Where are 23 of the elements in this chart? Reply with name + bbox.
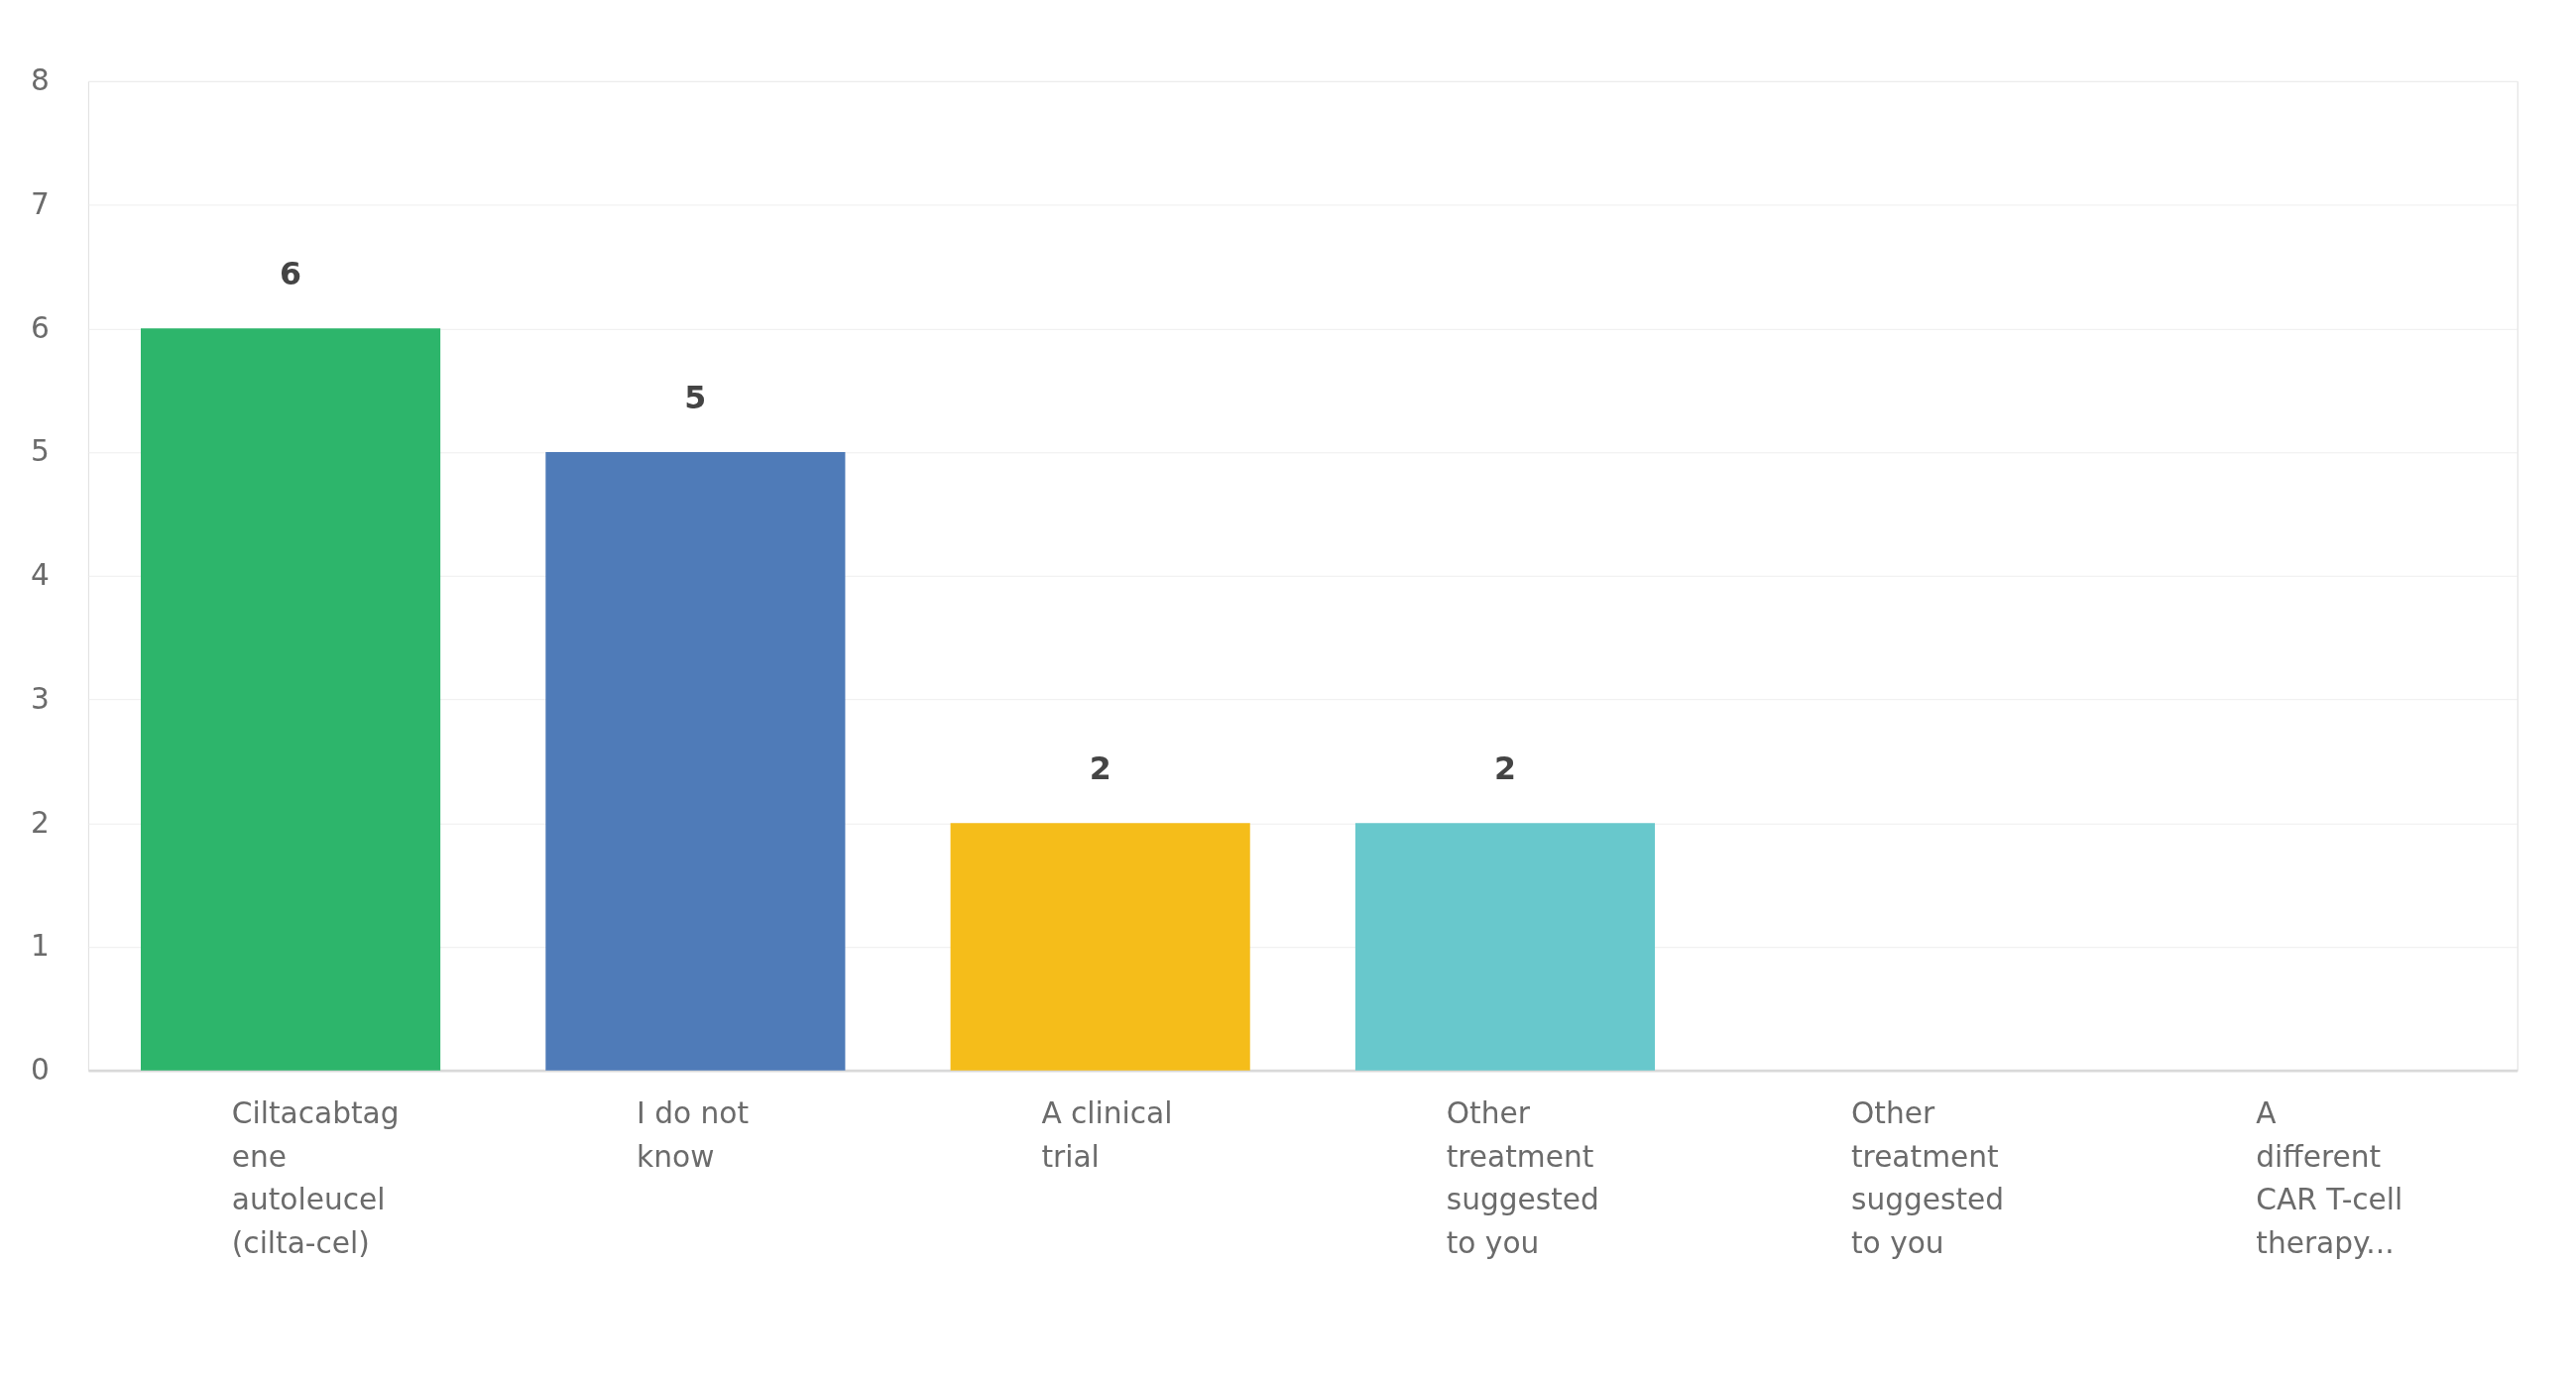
- y-tick-label: 6: [31, 309, 50, 345]
- x-tick-label: I do not know: [637, 1095, 750, 1174]
- bar: [1354, 823, 1656, 1071]
- y-tick-label: 4: [31, 557, 50, 593]
- x-tick-label: A clinical trial: [1041, 1095, 1173, 1174]
- bar: [950, 823, 1250, 1071]
- y-tick-label: 3: [31, 680, 50, 716]
- x-tick-label: Ciltacabtag ene autoleucel (cilta-cel): [231, 1095, 400, 1260]
- data-label: 6: [280, 255, 302, 291]
- data-label: 2: [1493, 749, 1516, 786]
- y-tick-label: 2: [31, 804, 50, 840]
- bar: [140, 328, 441, 1071]
- y-tick-label: 0: [31, 1052, 50, 1088]
- x-tick-label: Other treatment suggested to you: [1851, 1095, 2005, 1260]
- y-tick-label: 7: [31, 186, 50, 222]
- data-label: 5: [684, 379, 707, 415]
- y-tick-label: 1: [31, 928, 50, 964]
- x-tick-label: A different CAR T-cell therapy...: [2256, 1095, 2403, 1260]
- x-tick-label: Other treatment suggested to you: [1446, 1095, 1599, 1260]
- y-tick-label: 8: [31, 62, 50, 98]
- bar: [545, 452, 846, 1071]
- y-tick-label: 5: [31, 433, 50, 469]
- data-label: 2: [1089, 749, 1112, 786]
